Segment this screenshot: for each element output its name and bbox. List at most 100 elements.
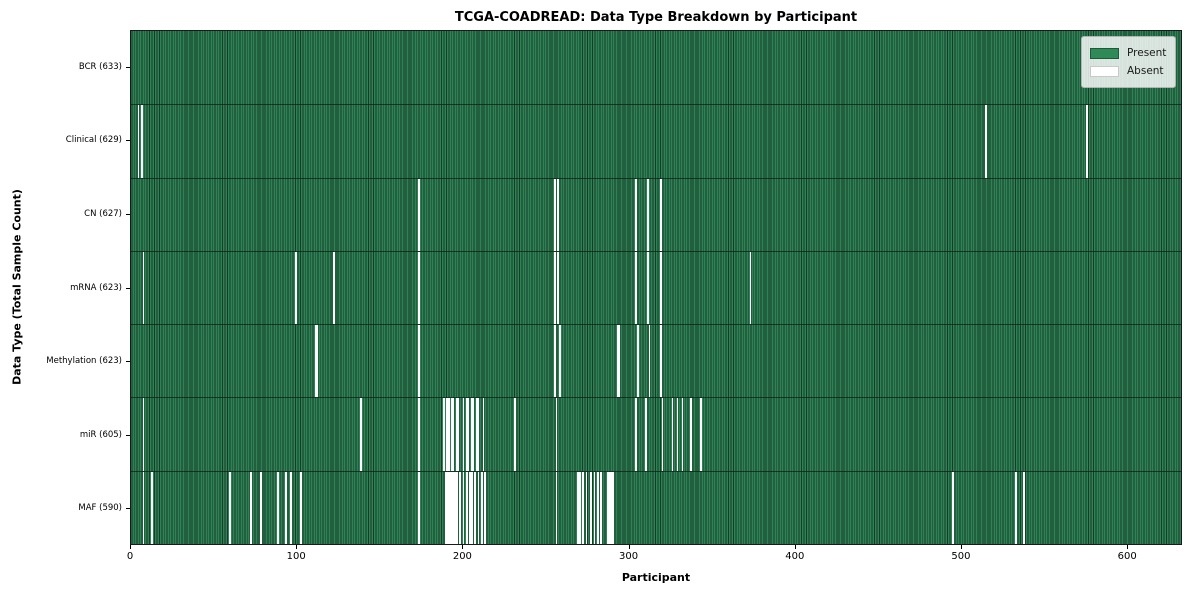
absent-line [142,251,145,325]
xtick-label-300: 300 [619,551,639,562]
absent-line [140,105,143,178]
absent-line [617,325,619,398]
absent-line [228,471,231,544]
absent-line [635,398,637,471]
ytick-mark [126,434,130,436]
absent-line [452,398,455,471]
ytick-mark [126,508,130,510]
absent-line [417,471,420,544]
absent-line [690,398,692,471]
absent-line [608,471,611,544]
ytick-label-CN: CN (627) [84,208,122,219]
absent-line [482,398,485,471]
absent-line [459,471,462,544]
absent-line [417,398,420,471]
absent-line [618,325,621,398]
absent-line [514,398,516,471]
ytick-mark [126,213,130,215]
absent-line [300,471,302,544]
absent-line [466,398,468,471]
absent-line [462,398,465,471]
ytick-mark [126,287,130,289]
absent-line [553,178,556,251]
xtick-label-100: 100 [286,551,306,562]
absent-line [451,471,453,544]
absent-line [578,471,581,544]
xtick-mark [296,545,298,549]
x-axis-label: Participant [621,571,691,584]
absent-line [1086,105,1089,178]
absent-line [1015,471,1017,544]
xtick-label-200: 200 [452,551,472,562]
absent-line [555,471,558,544]
legend-present-label: Present [1127,47,1167,59]
absent-line [749,251,752,325]
legend-absent-label: Absent [1127,65,1164,77]
absent-line [444,471,447,544]
absent-line [456,471,458,544]
heatmap-row-mRNA [131,250,1181,325]
absent-line [150,471,153,544]
ytick-label-miR: miR (605) [79,429,122,440]
ytick-mark [126,66,130,68]
absent-line [471,398,473,471]
absent-line [449,471,452,544]
ytick-label-MAF: MAF (590) [78,503,122,514]
absent-line [454,471,457,544]
xtick-label-400: 400 [785,551,805,562]
absent-line [593,471,596,544]
xtick-mark [960,545,962,549]
plot-area [130,30,1182,545]
absent-line [985,105,987,178]
absent-line [585,471,588,544]
absent-line [137,105,140,178]
absent-line [469,471,472,544]
heatmap-row-Methylation [131,324,1181,398]
absent-line [462,471,465,544]
absent-line [645,398,647,471]
absent-line [607,471,609,544]
absent-line [681,398,684,471]
absent-line [558,325,561,398]
absent-line [142,398,145,471]
heatmap-row-miR [131,397,1181,471]
absent-line [660,251,662,325]
absent-line [476,398,478,471]
xtick-label-0: 0 [126,551,134,562]
present-swatch-icon [1090,47,1119,59]
absent-line [699,398,702,471]
absent-line [276,471,279,544]
absent-line [446,471,448,544]
absent-line [290,471,292,544]
absent-line [466,471,468,544]
ytick-mark [126,361,130,363]
absent-line [610,471,613,544]
absent-line [446,398,448,471]
absent-line [472,398,475,471]
absent-line [447,398,450,471]
xtick-mark [1127,545,1129,549]
legend-item-present: Present [1090,45,1166,61]
legend-item-absent: Absent [1090,63,1166,79]
absent-line [553,251,556,325]
absent-line [555,398,558,471]
heatmap-row-CN [131,177,1181,251]
absent-line [1023,471,1026,544]
absent-line [612,471,614,544]
xtick-label-600: 600 [1117,551,1137,562]
absent-line [285,471,287,544]
absent-line [295,251,297,325]
heatmap-row-BCR [131,31,1181,104]
absent-line [597,471,599,544]
legend: Present Absent [1081,36,1177,88]
absent-line [477,398,480,471]
xtick-mark [130,545,131,549]
ytick-label-mRNA: mRNA (623) [70,282,122,293]
ytick-label-Methylation: Methylation (623) [46,356,122,367]
absent-line [648,325,651,398]
absent-line [660,325,662,398]
absent-line [250,471,253,544]
absent-line [467,398,470,471]
ytick-label-Clinical: Clinical (629) [65,135,122,146]
